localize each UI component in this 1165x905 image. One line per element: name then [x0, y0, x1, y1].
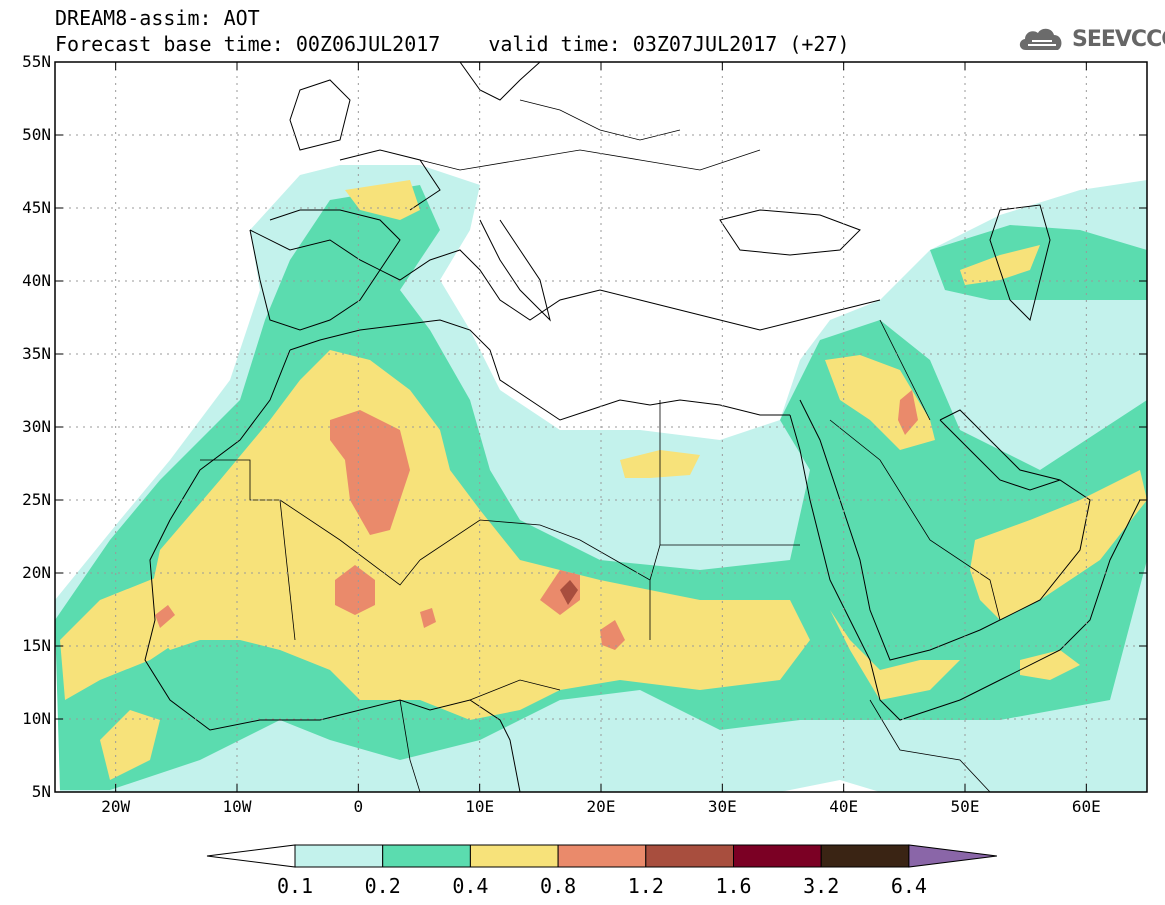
- grid-lines: [55, 62, 1147, 792]
- coastline-italy: [479, 219, 551, 322]
- colorbar-box: [382, 844, 471, 868]
- axis-ticks: 20W 10W 0 10E 20E 30E 40E 50E 60E 55N 50N 45N 40N 35N…: [22, 52, 1147, 816]
- aot-level-0.4-sahel: [100, 710, 160, 780]
- y-tick-label: 55N: [22, 52, 51, 71]
- border-niger-libya: [419, 519, 651, 640]
- colorbar-box: [645, 844, 734, 868]
- colorbar-box: [820, 844, 910, 868]
- aot-level-0.4-horn: [1020, 650, 1080, 680]
- colorbar-box: [294, 844, 384, 868]
- seevccc-logo: SEEVCCC: [1016, 22, 1165, 56]
- aot-level-0.4-yemen: [830, 610, 960, 700]
- country-borders: [200, 99, 1001, 792]
- forecast-time-line: Forecast base time: 00Z06JUL2017 valid ti…: [55, 32, 850, 56]
- x-tick-label: 0: [354, 797, 364, 816]
- coastline-africa-north: [289, 319, 790, 421]
- x-tick-label: 10W: [223, 797, 252, 816]
- border-mauritania: [200, 459, 296, 641]
- colorbar-box: [469, 844, 559, 868]
- y-tick-label: 50N: [22, 125, 51, 144]
- aot-level-1.2: [560, 580, 578, 605]
- y-tick-label: 25N: [22, 490, 51, 509]
- aot-level-0.8-niger: [420, 608, 436, 628]
- border-europe-2: [519, 99, 681, 141]
- coastline-scandinavia: [459, 62, 541, 101]
- y-tick-label: 5N: [32, 782, 51, 801]
- coastline-britain: [289, 79, 351, 151]
- border-chad-sudan: [649, 544, 661, 581]
- colorbar-over-arrow: [908, 844, 997, 868]
- coastline-red-sea: [789, 414, 1141, 721]
- coastline-persian-gulf: [939, 419, 1061, 491]
- coastline-europe: [249, 229, 881, 331]
- aot-level-0.4-oman: [970, 470, 1147, 620]
- x-tick-label: 50E: [951, 797, 980, 816]
- colorbar-label: 1.6: [715, 874, 752, 898]
- colorbar-box: [557, 844, 647, 868]
- forecast-base-time: Forecast base time: 00Z06JUL2017: [55, 32, 441, 56]
- x-tick-label: 60E: [1072, 797, 1101, 816]
- colorbar-under-arrow: [206, 844, 296, 868]
- colorbar: [206, 844, 997, 868]
- y-tick-label: 40N: [22, 271, 51, 290]
- aot-level-0.4-iberia: [345, 180, 420, 220]
- aot-field: [55, 165, 1147, 792]
- coastline-caspian: [989, 204, 1051, 321]
- coastline-arabia-west: [799, 399, 1091, 661]
- border-horn: [869, 699, 991, 792]
- colorbar-label: 0.2: [364, 874, 401, 898]
- border-europe-1: [419, 149, 761, 171]
- border-sahel: [399, 699, 421, 792]
- y-tick-label: 35N: [22, 344, 51, 363]
- coastline-iberia: [249, 209, 401, 331]
- logo-text: SEEVCCC: [1072, 26, 1165, 52]
- aot-level-0.4: [145, 350, 810, 720]
- coastline-black-sea: [719, 209, 861, 256]
- y-tick-label: 45N: [22, 198, 51, 217]
- aot-level-0.8-west: [155, 605, 175, 628]
- border-iran-iraq: [879, 319, 931, 421]
- colorbar-label: 0.4: [452, 874, 489, 898]
- y-tick-label: 10N: [22, 709, 51, 728]
- aot-level-0.8-chad2: [600, 620, 625, 650]
- aot-level-0.4-caspian: [960, 245, 1040, 285]
- y-tick-label: 20N: [22, 563, 51, 582]
- colorbar-label: 0.8: [540, 874, 577, 898]
- aot-level-0.8-algeria: [330, 410, 410, 535]
- x-tick-label: 10E: [465, 797, 494, 816]
- colorbar-label: 6.4: [890, 874, 927, 898]
- aot-level-0.8-iraq: [898, 390, 918, 435]
- map-title: DREAM8-assim: AOT: [55, 6, 260, 30]
- x-tick-label: 40E: [829, 797, 858, 816]
- border-nigeria: [469, 679, 561, 701]
- aot-level-0.8-mali: [335, 565, 375, 615]
- cloud-icon: [1019, 28, 1062, 50]
- colorbar-label: 3.2: [803, 874, 840, 898]
- aot-level-0.4-west: [60, 560, 210, 700]
- border-algeria-mali: [279, 499, 421, 586]
- y-tick-label: 30N: [22, 417, 51, 436]
- colorbar-label: 0.1: [276, 874, 314, 898]
- valid-time: valid time: 03Z07JUL2017 (+27): [488, 32, 850, 56]
- colorbar-label: 1.2: [627, 874, 664, 898]
- x-tick-label: 30E: [708, 797, 737, 816]
- x-tick-label: 20W: [101, 797, 130, 816]
- border-saudi: [829, 419, 1001, 621]
- y-tick-label: 15N: [22, 636, 51, 655]
- x-tick-label: 20E: [587, 797, 616, 816]
- colorbar-box: [733, 844, 822, 868]
